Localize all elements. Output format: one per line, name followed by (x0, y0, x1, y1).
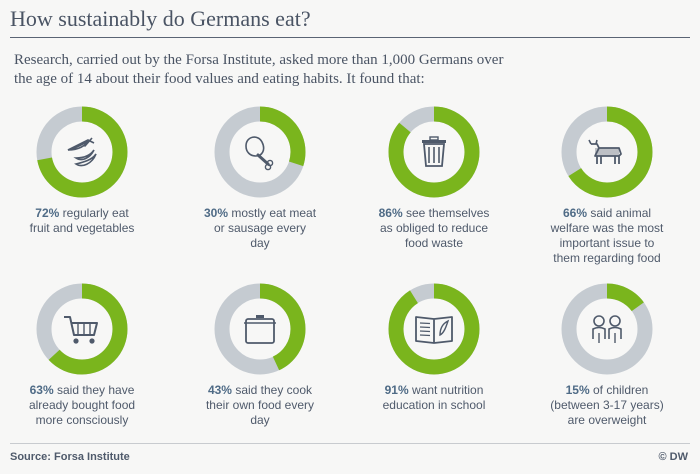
stat-caption: 86% see themselves as obliged to reduce fo… (352, 206, 516, 251)
stat-item: 91% want nutrition education in school (352, 283, 516, 443)
donut-value-arc (36, 283, 128, 375)
stat-percentage: 91% (384, 383, 409, 397)
donut-value-arc (36, 106, 128, 198)
donut-chart (388, 106, 480, 198)
intro-text: Research, carried out by the Forsa Insti… (14, 52, 504, 87)
stat-caption: 30% mostly eat meat or sausage every day (178, 206, 342, 251)
donut-chart (214, 283, 306, 375)
stat-caption: 63% said they have already bought food mor… (0, 383, 164, 428)
stat-text-line: of children (589, 383, 649, 397)
stat-percentage: 15% (565, 383, 590, 397)
cow-icon (588, 139, 622, 164)
donut-chart (214, 106, 306, 198)
stat-caption: 72% regularly eat fruit and vegetables (0, 206, 164, 236)
stat-text-line: more consciously (35, 413, 129, 427)
stat-percentage: 86% (378, 206, 403, 220)
carrot-banana-icon (67, 137, 97, 167)
stat-item: 30% mostly eat meat or sausage every day (178, 106, 342, 266)
stat-item: 43% said they cook their own food every da… (178, 283, 342, 443)
stat-text-line: regularly eat (59, 206, 129, 220)
stat-item: 72% regularly eat fruit and vegetables (0, 106, 164, 266)
stat-text-line: food waste (404, 236, 464, 250)
donut-chart (36, 106, 128, 198)
stat-text-line: said animal (587, 206, 652, 220)
stat-item: 66% said animal welfare was the most impor… (525, 106, 689, 266)
stat-text-line: (between 3-17 years) (550, 398, 664, 412)
stat-caption: 91% want nutrition education in school (352, 383, 516, 413)
donut-value-arc (388, 106, 480, 198)
page-title: How sustainably do Germans eat? (10, 6, 311, 31)
donut-value-arc (561, 106, 653, 198)
stat-text-line: education in school (382, 398, 486, 412)
donut-chart (388, 283, 480, 375)
cooking-pot-icon (244, 315, 276, 344)
stat-text-line: them regarding food (553, 251, 661, 265)
stat-text-line: are overweight (567, 413, 647, 427)
stat-item: 15% of children (between 3-17 years) are o… (525, 283, 689, 443)
stat-percentage: 72% (35, 206, 60, 220)
stat-text-line: said they cook (231, 383, 313, 397)
stat-text-line: their own food every (205, 398, 315, 412)
footer-divider (10, 443, 690, 444)
stat-text-line: day (250, 236, 270, 250)
stat-item: 63% said they have already bought food mor… (0, 283, 164, 443)
stat-text-line: said they have (53, 383, 135, 397)
stat-text-line: mostly eat meat (228, 206, 317, 220)
stat-text-line: important issue to (559, 236, 655, 250)
donut-value-arc (561, 283, 653, 375)
stat-percentage: 43% (207, 383, 232, 397)
book-icon (415, 316, 453, 344)
donut-chart (36, 283, 128, 375)
donut-value-arc (214, 283, 306, 375)
stat-text-line: already bought food (28, 398, 136, 412)
title-divider (10, 37, 690, 38)
stat-percentage: 66% (562, 206, 587, 220)
stat-text-line: welfare was the most (550, 221, 664, 235)
stat-item: 86% see themselves as obliged to reduce fo… (352, 106, 516, 266)
trash-can-icon (422, 136, 446, 167)
stat-text-line: day (250, 413, 270, 427)
stat-text-line: see themselves (402, 206, 490, 220)
stat-percentage: 30% (203, 206, 228, 220)
donut-chart (561, 283, 653, 375)
stat-percentage: 63% (29, 383, 54, 397)
chicken-leg-icon (245, 136, 274, 171)
stat-text-line: as obliged to reduce (379, 221, 489, 235)
donut-value-arc (214, 106, 306, 198)
stat-text-line: or sausage every (213, 221, 307, 235)
stat-text-line: want nutrition (408, 383, 484, 397)
brand-mark: © DW (658, 451, 689, 463)
stat-caption: 43% said they cook their own food every da… (178, 383, 342, 428)
stat-text-line: fruit and vegetables (29, 221, 135, 235)
children-icon (592, 315, 622, 343)
donut-chart (561, 106, 653, 198)
shopping-cart-icon (64, 316, 98, 344)
source-note: Source: Forsa Institute (10, 451, 130, 463)
stat-caption: 66% said animal welfare was the most impor… (525, 206, 689, 266)
donut-value-arc (388, 283, 480, 375)
stat-caption: 15% of children (between 3-17 years) are o… (525, 383, 689, 428)
